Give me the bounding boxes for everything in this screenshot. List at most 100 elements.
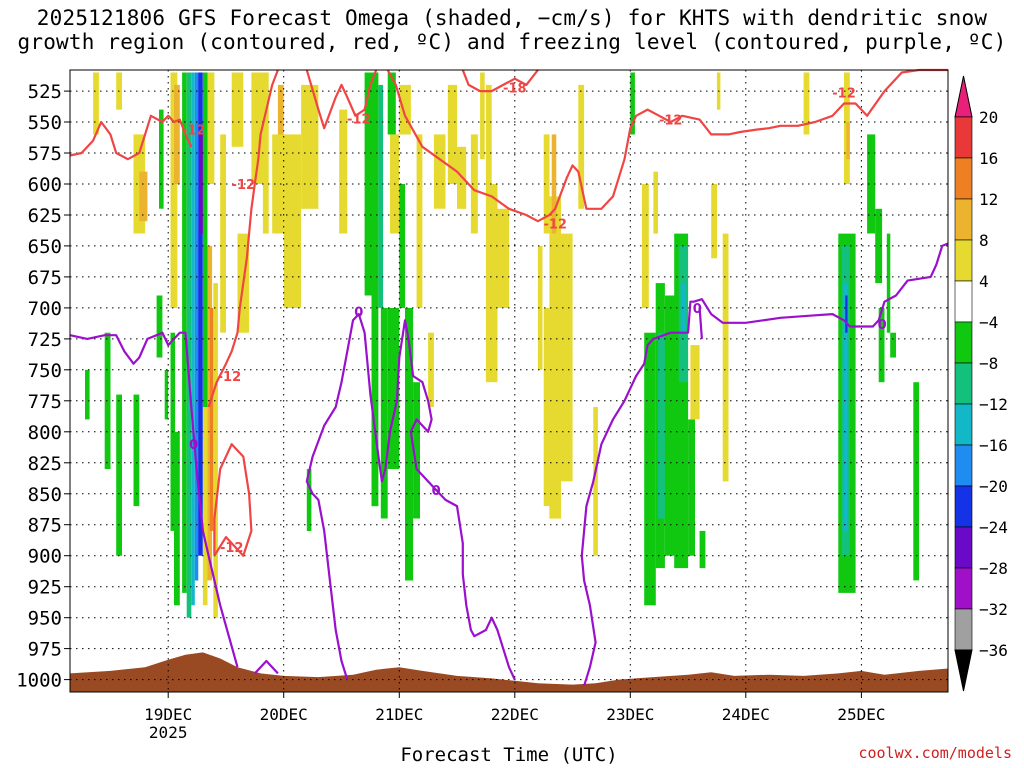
y-tick-label: 650: [28, 236, 62, 258]
y-tick-label: 975: [28, 639, 62, 661]
omega-cell: [644, 332, 656, 606]
omega-cell: [913, 382, 920, 581]
contour-label: 0: [432, 484, 441, 499]
omega-cell: [199, 134, 203, 234]
omega-cell: [371, 72, 379, 507]
chart-title-line1: 2025121806 GFS Forecast Omega (shaded, −…: [36, 6, 988, 30]
omega-cell: [485, 184, 498, 383]
omega-cell: [658, 332, 665, 519]
colorbar-bottom-arrow: [954, 649, 973, 692]
omega-cell: [399, 84, 411, 135]
snow-growth-contour: [386, 68, 948, 223]
omega-cell: [220, 134, 226, 333]
y-tick-label: 850: [28, 484, 62, 506]
omega-cell: [890, 332, 896, 358]
omega-cell: [846, 122, 850, 160]
omega-cell: [653, 171, 658, 234]
terrain-fill: [70, 652, 948, 692]
freezing-level-contour: [253, 659, 279, 675]
y-tick-label: 525: [28, 81, 62, 103]
omega-cell: [213, 283, 218, 618]
y-tick-label: 675: [28, 267, 62, 289]
y-tick-label: 950: [28, 608, 62, 630]
contour-label: -12: [543, 218, 567, 233]
omega-cell: [202, 72, 208, 407]
omega-cell: [133, 394, 140, 507]
omega-cell: [202, 407, 208, 606]
omega-cell: [413, 382, 420, 519]
omega-cell: [191, 72, 195, 606]
chart-title-line2: growth region (contoured, red, ºC) and f…: [17, 30, 1007, 54]
omega-cell: [867, 134, 876, 234]
colorbar: 20 16 12 8 4 −4 −8 −12 −16 −20 −24 −28 −32 −36: [954, 75, 1008, 692]
omega-cell: [306, 469, 312, 531]
omega-cell: [665, 295, 677, 556]
omega-cell: [198, 72, 203, 556]
colorbar-swatch: [954, 526, 973, 569]
contour-label: 0: [189, 438, 198, 453]
contour-label: -12: [832, 86, 856, 101]
omega-cell: [251, 72, 263, 184]
snow-growth-contour: [305, 69, 378, 130]
colorbar-label: −24: [979, 518, 1008, 537]
omega-cell: [387, 307, 400, 469]
omega-cell: [845, 295, 848, 333]
x-axis-title: Forecast Time (UTC): [400, 744, 618, 766]
omega-cell: [416, 134, 423, 308]
contour-label: -12: [220, 541, 244, 556]
omega-cell: [93, 72, 99, 135]
contour-label: -12: [218, 370, 242, 385]
y-tick-label: 625: [28, 205, 62, 227]
x-tick-label: 19DEC: [144, 705, 192, 724]
omega-cell: [803, 72, 810, 135]
freezing-level-contour: [580, 242, 949, 687]
contour-label: 0: [878, 318, 887, 333]
colorbar-label: 4: [979, 272, 989, 291]
omega-cell: [878, 307, 885, 383]
omega-cell: [159, 109, 164, 209]
omega-cell: [194, 72, 199, 581]
contour-labels: -12 -12 -12 -18 -12 -12 -12 -12 -12 0 0 0 0 0: [182, 81, 887, 556]
omega-cell: [537, 245, 543, 370]
colorbar-label: 8: [979, 231, 989, 250]
omega-cell: [470, 134, 478, 234]
contour-label: 0: [354, 306, 363, 321]
colorbar-label: −12: [979, 395, 1008, 414]
omega-cell: [497, 208, 509, 308]
colorbar-swatch: [954, 239, 973, 282]
terrain: [70, 652, 948, 692]
omega-cell: [433, 134, 446, 209]
colorbar-label: 16: [979, 149, 998, 168]
colorbar-swatch: [954, 567, 973, 610]
y-axis: 525 550 575 600 625 650 675 700 725 750 775 800 825 8…: [16, 81, 70, 692]
x-tick-label: 25DEC: [837, 705, 885, 724]
omega-cell: [699, 530, 706, 569]
y-tick-label: 725: [28, 329, 62, 351]
omega-cell: [283, 134, 301, 308]
contour-label: -12: [182, 124, 206, 139]
omega-cell: [844, 283, 848, 531]
contour-label: 0: [693, 302, 702, 317]
colorbar-swatch: [954, 280, 973, 323]
credit-text: coolwx.com/models: [858, 744, 1012, 762]
contours: [69, 68, 949, 687]
omega-cell: [139, 171, 148, 222]
snow-growth-contour: [207, 69, 279, 408]
omega-cell: [104, 332, 111, 469]
colorbar-label: −36: [979, 641, 1008, 660]
colorbar-swatch: [954, 198, 973, 241]
omega-cell: [170, 72, 178, 308]
x-tick-label: 23DEC: [606, 705, 654, 724]
omega-cell: [364, 72, 372, 296]
omega-cell: [339, 109, 348, 234]
colorbar-label: −32: [979, 600, 1008, 619]
x-tick-label: 22DEC: [491, 705, 539, 724]
y-tick-label: 875: [28, 515, 62, 537]
colorbar-swatch: [954, 403, 973, 446]
y-tick-label: 550: [28, 112, 62, 134]
omega-cell: [186, 72, 192, 618]
omega-cell: [387, 72, 396, 135]
y-tick-label: 775: [28, 391, 62, 413]
colorbar-label: −8: [979, 354, 998, 373]
